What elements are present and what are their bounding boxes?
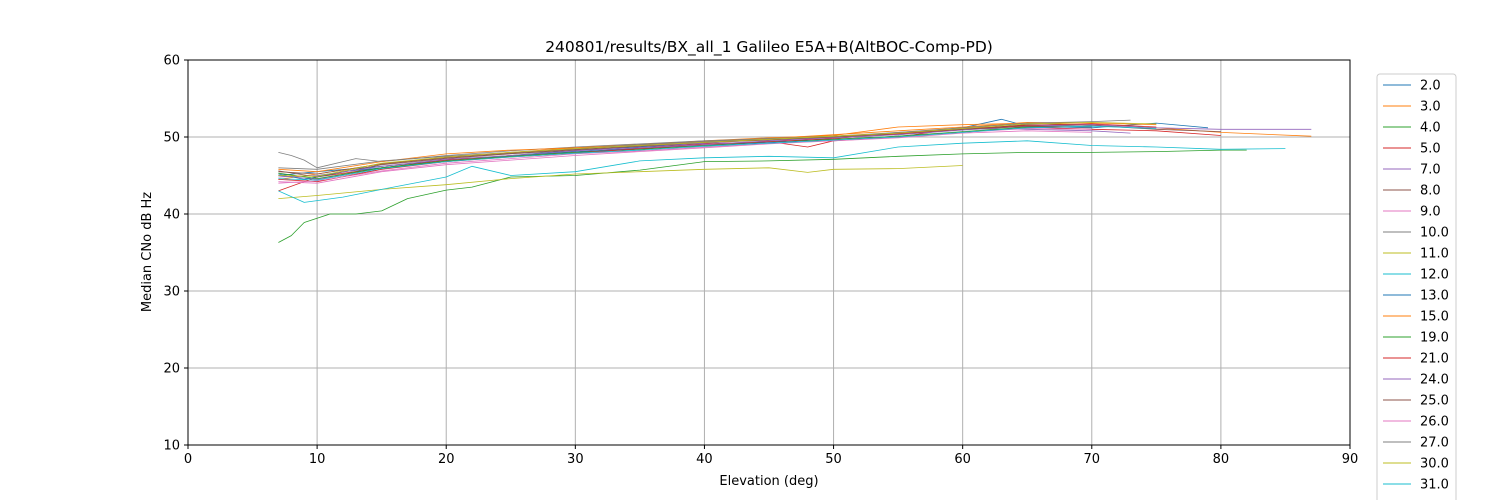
x-tick-label: 10 bbox=[309, 452, 326, 467]
series-line-11-0 bbox=[278, 165, 963, 199]
grid bbox=[187, 59, 1351, 446]
y-axis-label: Median CNo dB Hz bbox=[140, 192, 155, 312]
legend-label: 7.0 bbox=[1420, 163, 1441, 178]
legend-label: 24.0 bbox=[1420, 373, 1449, 388]
x-tick-label: 0 bbox=[184, 452, 192, 467]
legend-label: 26.0 bbox=[1420, 415, 1449, 430]
series-line-24-0 bbox=[278, 124, 1312, 178]
y-tick-label: 60 bbox=[163, 54, 180, 69]
x-tick-label: 50 bbox=[825, 452, 842, 467]
series-line-9-0 bbox=[278, 130, 1092, 184]
axis-ticks: 0 10 20 30 40 50 60 70 80 90 10 20 30 40 50 60 bbox=[163, 54, 1358, 468]
x-tick-label: 40 bbox=[696, 452, 713, 467]
x-tick-label: 30 bbox=[567, 452, 584, 467]
legend-box bbox=[1376, 73, 1457, 504]
legend-label: 30.0 bbox=[1420, 457, 1449, 472]
y-tick-label: 10 bbox=[163, 439, 180, 454]
legend-label: 10.0 bbox=[1420, 226, 1449, 241]
series-line-30-0 bbox=[278, 122, 1157, 177]
legend-label: 3.0 bbox=[1420, 100, 1441, 115]
legend-label: 15.0 bbox=[1420, 310, 1449, 325]
legend-label: 21.0 bbox=[1420, 352, 1449, 367]
x-tick-label: 80 bbox=[1213, 452, 1230, 467]
legend-label: 8.0 bbox=[1420, 184, 1441, 199]
chart-title: 240801/results/BX_all_1 Galileo E5A+B(Al… bbox=[545, 38, 993, 57]
x-tick-label: 20 bbox=[438, 452, 455, 467]
x-tick-label: 70 bbox=[1084, 452, 1101, 467]
series-line-19-0 bbox=[278, 124, 1092, 180]
series-line-27-0 bbox=[278, 119, 1131, 170]
series-lines bbox=[278, 118, 1312, 243]
y-tick-label: 20 bbox=[163, 362, 180, 377]
series-line-31-0 bbox=[278, 125, 1157, 181]
legend: 2.0 3.0 4.0 5.0 7.0 8.0 9.0 10.0 11.0 12.0 13.0 15.… bbox=[1376, 73, 1457, 504]
legend-label: 31.0 bbox=[1420, 478, 1449, 493]
y-tick-label: 30 bbox=[163, 285, 180, 300]
plot-frame bbox=[187, 59, 1351, 446]
series-line-12-0 bbox=[278, 140, 1286, 203]
x-axis-label: Elevation (deg) bbox=[719, 474, 818, 489]
x-tick-label: 90 bbox=[1342, 452, 1359, 467]
series-line-2-0 bbox=[278, 118, 1209, 176]
y-tick-label: 40 bbox=[163, 208, 180, 223]
series-line-8-0 bbox=[278, 124, 1221, 178]
legend-label: 9.0 bbox=[1420, 205, 1441, 220]
legend-label: 19.0 bbox=[1420, 331, 1449, 346]
x-tick-label: 60 bbox=[954, 452, 971, 467]
series-line-13-0 bbox=[278, 125, 1092, 180]
legend-label: 4.0 bbox=[1420, 121, 1441, 136]
legend-label: 27.0 bbox=[1420, 436, 1449, 451]
legend-label: 25.0 bbox=[1420, 394, 1449, 409]
legend-label: 5.0 bbox=[1420, 142, 1441, 157]
legend-label: 13.0 bbox=[1420, 289, 1449, 304]
legend-label: 2.0 bbox=[1420, 79, 1441, 94]
legend-label: 12.0 bbox=[1420, 268, 1449, 283]
y-tick-label: 50 bbox=[163, 131, 180, 146]
legend-label: 11.0 bbox=[1420, 247, 1449, 262]
